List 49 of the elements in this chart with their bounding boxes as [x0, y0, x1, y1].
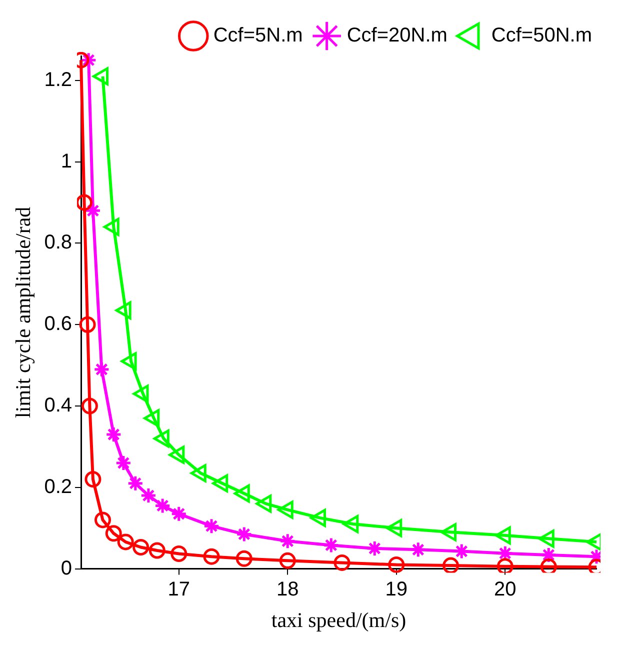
- x-tick-label: 20: [494, 578, 516, 600]
- x-tick-label: 18: [276, 578, 299, 600]
- point: [84, 202, 102, 219]
- point: [77, 194, 93, 211]
- point: [148, 542, 166, 559]
- point: [322, 536, 340, 554]
- point: [105, 426, 122, 443]
- point: [279, 532, 296, 550]
- point: [203, 548, 220, 565]
- legend-label: Ccf=50N.m: [491, 24, 592, 47]
- x-tick-label: 17: [168, 578, 190, 600]
- point: [94, 512, 112, 528]
- point: [540, 546, 557, 564]
- point: [496, 558, 514, 573]
- y-tick-label: 0.4: [44, 394, 72, 417]
- point: [334, 554, 350, 571]
- point: [117, 534, 134, 550]
- y-axis-title: limit cycle amplitude/rad: [11, 206, 36, 418]
- y-tick-label: 0.8: [44, 232, 72, 254]
- point: [105, 525, 122, 542]
- y-tick-label: 0.6: [44, 313, 72, 336]
- y-tick-label: 0.2: [44, 476, 72, 498]
- legend-label: Ccf=5N.m: [213, 24, 303, 47]
- legend-label: Ccf=20N.m: [346, 24, 448, 47]
- y-tick-label: 1.2: [44, 68, 72, 91]
- point: [279, 552, 296, 569]
- point: [79, 316, 96, 333]
- point: [366, 540, 383, 557]
- point: [203, 518, 220, 534]
- point: [115, 454, 132, 472]
- point: [140, 487, 157, 504]
- point: [170, 545, 188, 562]
- point: [127, 475, 144, 492]
- point: [388, 556, 405, 573]
- point: [442, 557, 460, 573]
- point: [93, 361, 110, 378]
- point: [236, 550, 252, 567]
- y-tick-label: 0: [60, 557, 72, 580]
- y-tick-label: 1: [60, 150, 72, 172]
- point: [132, 538, 150, 556]
- point: [84, 471, 102, 488]
- point: [236, 526, 252, 542]
- point: [81, 398, 98, 414]
- point: [170, 506, 188, 522]
- point: [540, 558, 557, 573]
- x-tick-label: 19: [385, 578, 408, 600]
- point: [154, 497, 171, 514]
- point: [410, 541, 426, 558]
- x-axis-title: taxi speed/(m/s): [271, 608, 406, 632]
